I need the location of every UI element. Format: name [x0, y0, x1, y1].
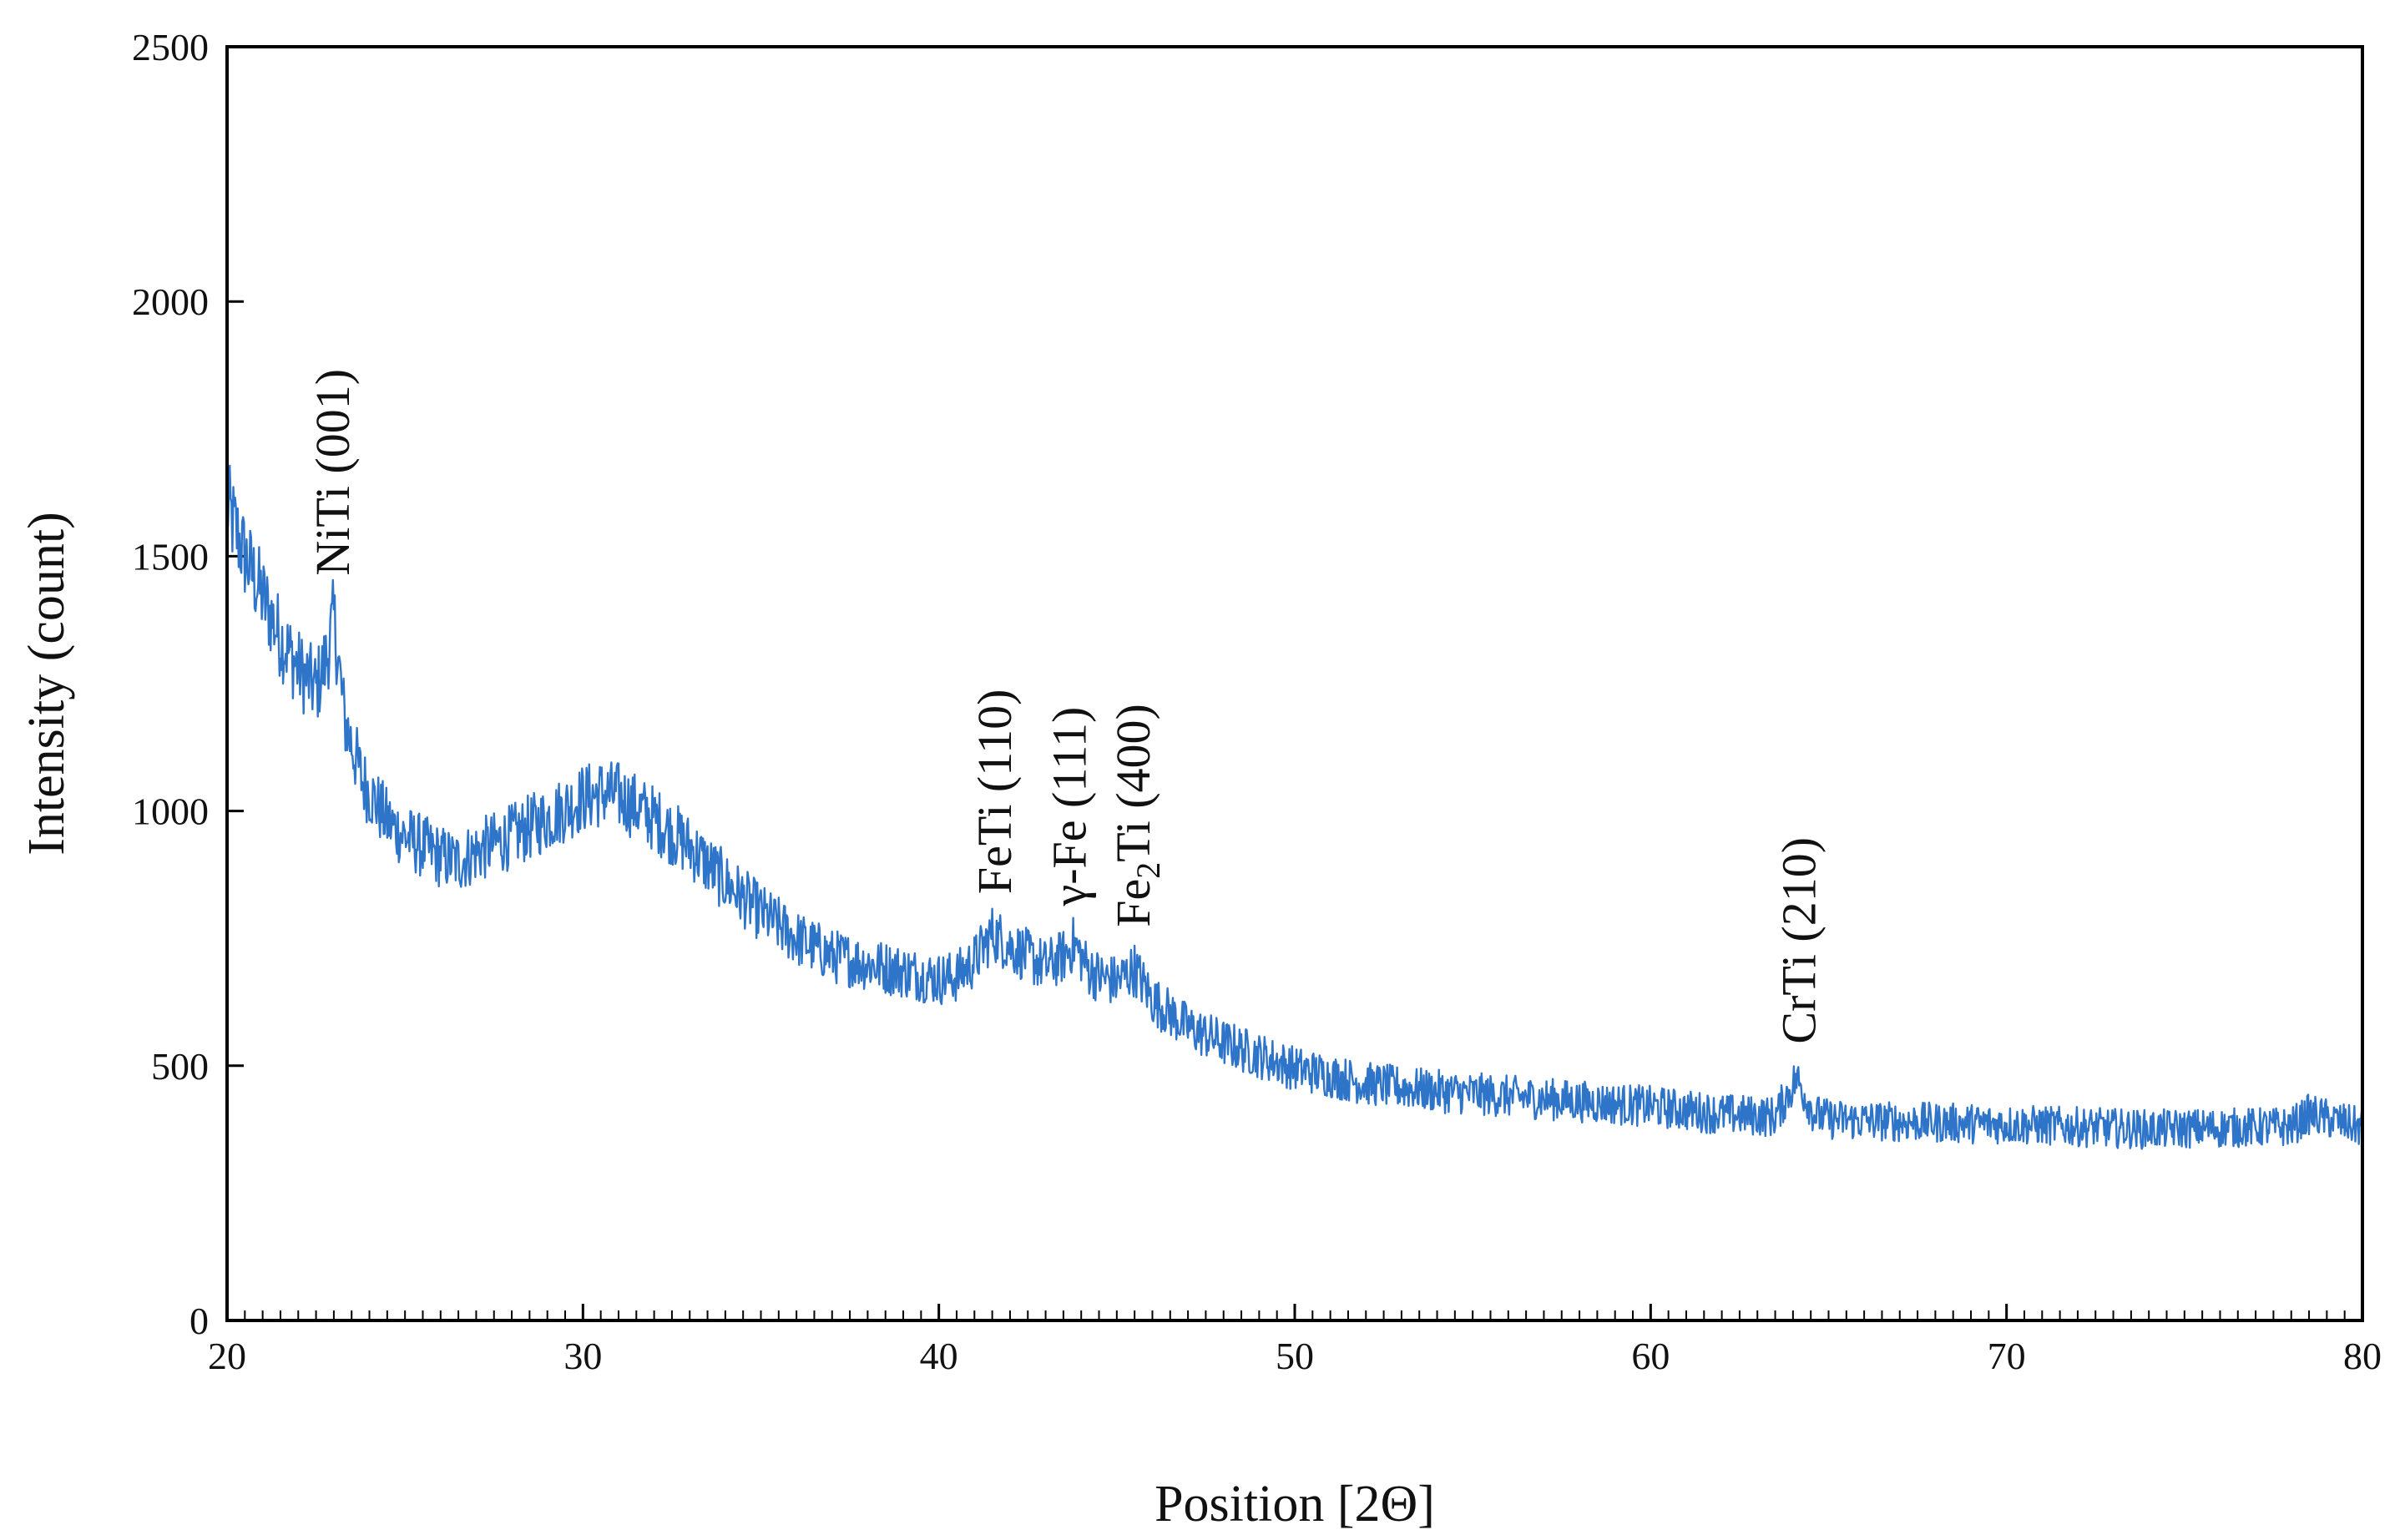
y-tick-label: 1500 — [132, 535, 209, 578]
x-tick-label: 20 — [208, 1335, 246, 1377]
peak-label: γ-Fe (111) — [1042, 707, 1096, 907]
x-tick-label: 30 — [563, 1335, 602, 1377]
y-tick-label: 2500 — [132, 26, 209, 68]
x-axis-title: Position [2Θ] — [1155, 1476, 1435, 1532]
y-tick-label: 0 — [189, 1300, 209, 1342]
x-tick-label: 80 — [2343, 1335, 2382, 1377]
y-tick-label: 500 — [151, 1045, 209, 1088]
y-tick-labels: 0 500 1000 1500 2000 2500 — [132, 26, 209, 1342]
y-axis-title: Intensity (count) — [18, 512, 75, 856]
series-line — [225, 464, 2364, 1150]
x-tick-label: 60 — [1631, 1335, 1670, 1377]
x-tick-label: 40 — [920, 1335, 958, 1377]
series-layer — [225, 464, 2364, 1150]
peak-label: FeTi (110) — [968, 689, 1022, 894]
x-tick-labels: 20 30 40 50 60 70 80 — [208, 1335, 2382, 1377]
peak-label: CrTi (210) — [1771, 837, 1826, 1044]
plot-frame — [225, 45, 2364, 1322]
peak-label: Fe2Ti (400) — [1106, 704, 1167, 927]
peak-annotations: NiTi (001) FeTi (110) γ-Fe (111) Fe2Ti (400… — [306, 369, 1826, 1044]
y-tick-label: 1000 — [132, 790, 209, 833]
x-tick-label: 70 — [1988, 1335, 2026, 1377]
x-tick-label: 50 — [1276, 1335, 1314, 1377]
y-tick-label: 2000 — [132, 280, 209, 323]
peak-label: NiTi (001) — [306, 369, 360, 576]
